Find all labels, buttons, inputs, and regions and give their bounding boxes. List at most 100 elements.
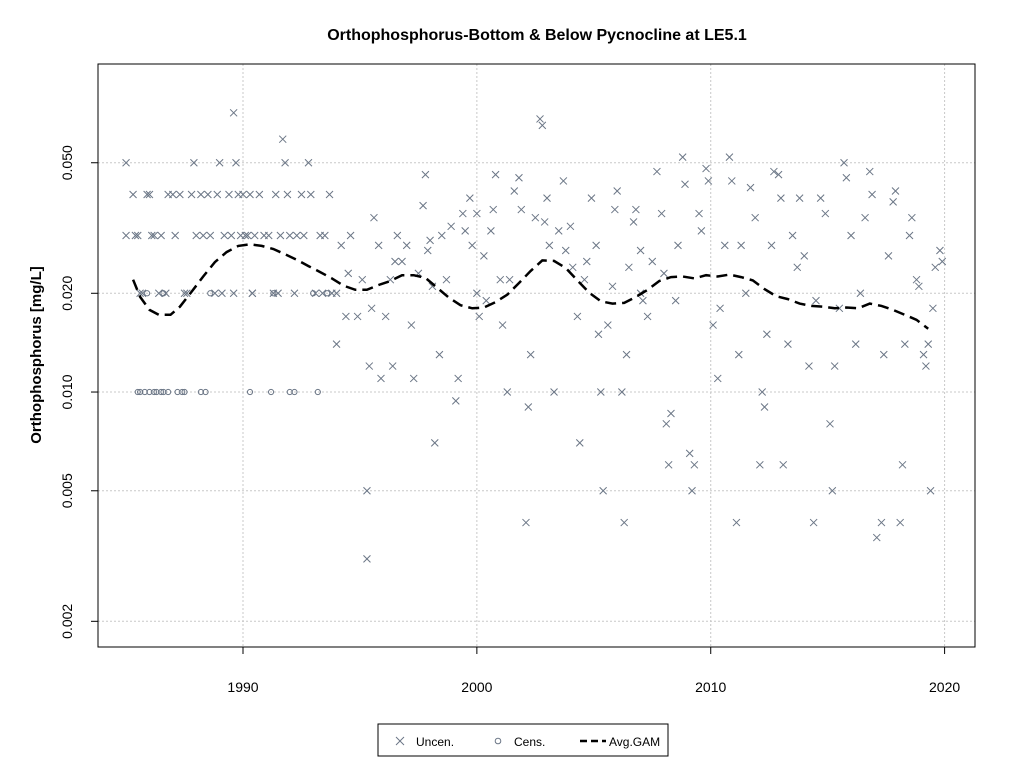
uncen-point — [171, 231, 180, 240]
uncen-point — [510, 187, 519, 195]
uncen-point — [363, 486, 371, 495]
uncen-point — [426, 236, 434, 245]
uncen-point — [582, 257, 591, 266]
cens-point — [310, 290, 317, 297]
cens-point — [207, 290, 214, 297]
uncen-point — [912, 275, 921, 284]
uncen-point — [243, 231, 252, 240]
uncen-point — [465, 194, 474, 202]
uncen-point — [204, 190, 212, 199]
uncen-point — [480, 252, 488, 260]
uncen-point — [122, 231, 130, 240]
uncen-point — [227, 231, 236, 240]
uncen-point — [271, 190, 280, 199]
uncen-point — [716, 304, 724, 313]
uncen-point — [468, 241, 477, 250]
uncen-point — [531, 213, 540, 222]
uncen-point — [793, 263, 802, 272]
uncen-point — [868, 190, 876, 199]
uncen-point — [758, 388, 767, 396]
uncen-point — [889, 197, 898, 206]
uncen-point — [129, 190, 137, 199]
uncen-point — [278, 135, 287, 144]
uncen-point — [543, 194, 551, 202]
uncen-point — [206, 231, 215, 240]
uncen-point — [342, 312, 350, 321]
cens-point — [165, 388, 172, 396]
uncen-point — [788, 231, 797, 240]
uncen-point — [442, 275, 451, 284]
uncen-point — [643, 312, 652, 321]
uncen-point — [187, 190, 196, 199]
uncen-point — [503, 388, 512, 396]
uncen-point — [498, 321, 507, 329]
uncen-point — [239, 190, 247, 199]
uncen-point — [197, 190, 205, 199]
cens-point — [179, 388, 186, 396]
uncen-point — [398, 257, 406, 266]
uncen-point — [622, 350, 631, 359]
uncen-point — [678, 153, 687, 162]
uncen-point — [540, 218, 549, 226]
uncen-point — [905, 231, 914, 240]
uncen-point — [770, 167, 778, 176]
uncen-point — [419, 201, 427, 210]
uncen-point — [896, 518, 905, 527]
uncen-point — [213, 190, 222, 199]
uncen-point — [496, 275, 505, 284]
uncen-point — [840, 158, 848, 167]
cens-point — [144, 290, 151, 297]
y-tick-label: 0.050 — [59, 145, 75, 180]
uncen-point — [774, 170, 783, 179]
uncen-point — [929, 304, 937, 313]
uncen-point — [800, 252, 809, 260]
uncen-point — [662, 419, 671, 428]
uncen-point — [487, 226, 495, 235]
uncen-point — [908, 213, 916, 222]
uncen-point — [821, 209, 830, 218]
y-axis: 0.002 0.005 0.010 0.020 0.050 — [59, 145, 98, 639]
uncen-point — [147, 231, 156, 240]
uncen-point — [746, 183, 755, 192]
gam-curve — [131, 243, 929, 330]
uncen-point — [122, 158, 130, 167]
cens-point — [291, 388, 298, 396]
x-tick-label: 2020 — [929, 679, 960, 695]
uncen-point — [732, 518, 741, 527]
uncen-point — [550, 388, 558, 396]
cens-point — [314, 388, 321, 396]
cens-point — [181, 388, 188, 396]
cens-point — [158, 388, 165, 396]
legend-box — [377, 723, 669, 757]
uncen-point — [826, 419, 834, 428]
uncen-point — [290, 289, 299, 298]
uncen-point — [816, 194, 825, 202]
uncen-point — [248, 289, 257, 298]
plot-frame — [97, 63, 976, 648]
uncen-point — [751, 213, 760, 222]
uncen-point — [922, 362, 930, 370]
uncen-point — [568, 263, 577, 272]
uncen-point — [190, 158, 198, 167]
uncen-point — [337, 241, 346, 250]
cens-point — [246, 388, 254, 396]
uncen-point — [407, 321, 416, 329]
cens-point — [153, 388, 160, 396]
uncen-point — [220, 231, 229, 240]
uncen-point — [767, 241, 776, 250]
uncen-point — [232, 158, 240, 167]
uncen-point — [241, 231, 250, 240]
uncen-point — [671, 296, 680, 305]
uncen-point — [381, 312, 390, 321]
uncen-point — [482, 296, 491, 305]
uncen-point — [409, 374, 418, 383]
uncen-point — [784, 340, 792, 348]
uncen-point — [131, 231, 140, 240]
uncen-point — [538, 121, 547, 130]
cens-point — [151, 388, 158, 396]
x-tick-label: 1990 — [227, 679, 258, 695]
uncen-point — [861, 213, 869, 222]
uncen-point — [246, 190, 254, 199]
uncen-point — [931, 263, 940, 272]
cens-point — [146, 388, 153, 396]
